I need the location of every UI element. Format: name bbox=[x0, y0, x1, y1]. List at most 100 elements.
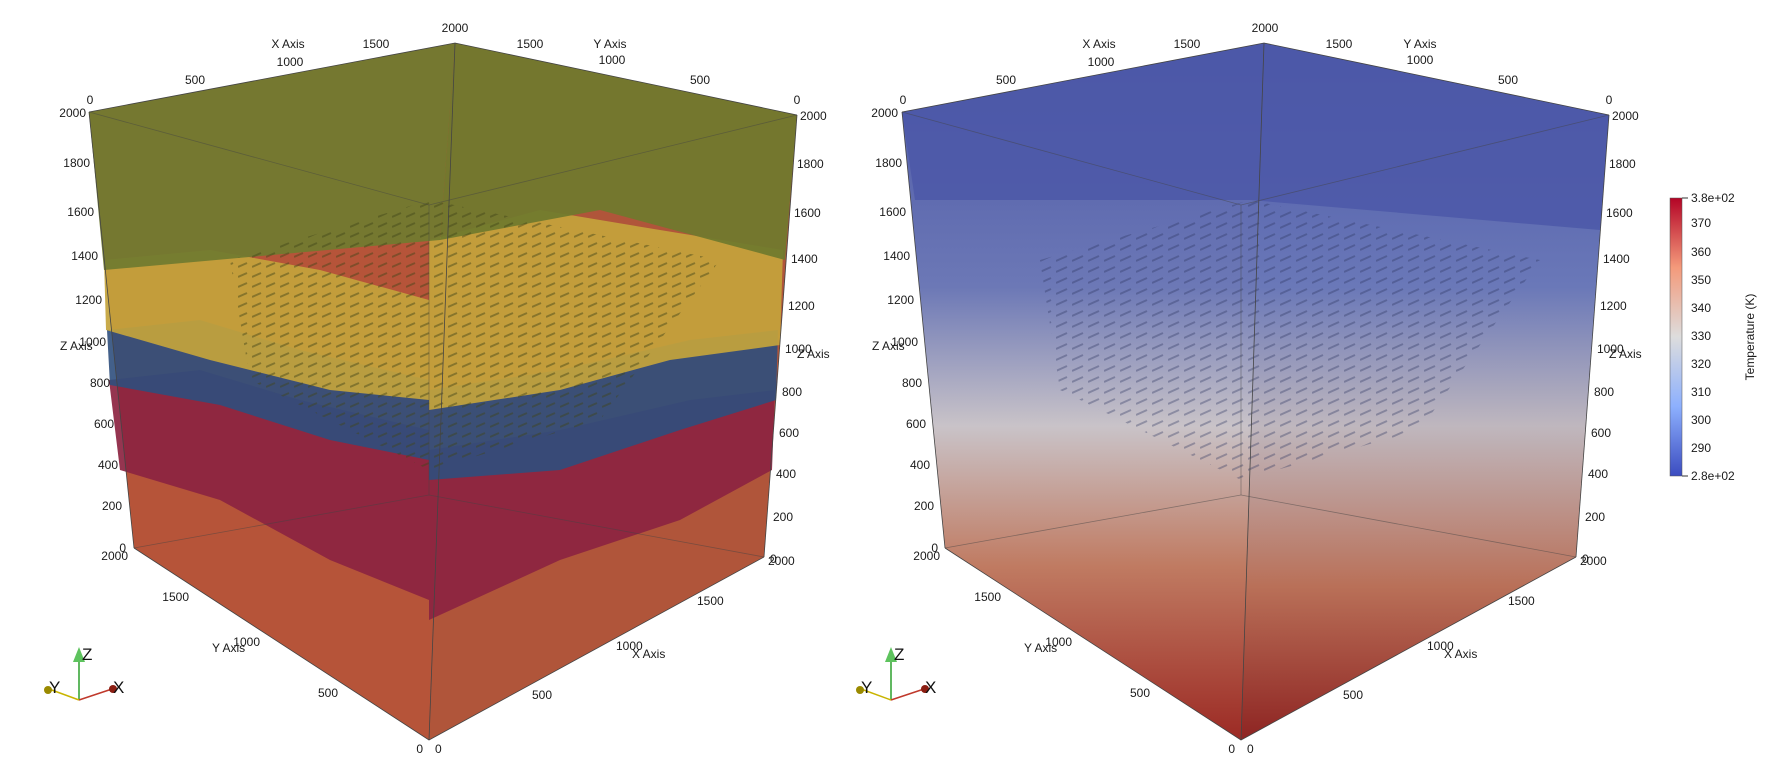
x-axis-title: X Axis bbox=[1082, 37, 1115, 51]
tick-label: 200 bbox=[773, 510, 793, 524]
y-arrow-icon bbox=[44, 686, 52, 694]
tick-label: 1000 bbox=[616, 639, 643, 653]
tick-label: 1000 bbox=[277, 55, 304, 69]
orientation-triad[interactable]: Z Y X bbox=[44, 645, 124, 701]
colorbar-tick: 310 bbox=[1691, 385, 1711, 399]
tick-label: 1600 bbox=[794, 206, 821, 220]
tick-label: 1000 bbox=[79, 335, 106, 349]
tick-label: 1000 bbox=[891, 335, 918, 349]
bottom-y-axis: 2000 1500 1000 500 0 Y Axis bbox=[101, 549, 423, 756]
tick-label: 400 bbox=[910, 458, 930, 472]
tick-label: 0 bbox=[1247, 742, 1254, 756]
tick-label: 1500 bbox=[162, 590, 189, 604]
tick-label: 1000 bbox=[1597, 342, 1624, 356]
x-axis-title: X Axis bbox=[271, 37, 304, 51]
tick-label: 200 bbox=[1585, 510, 1605, 524]
tick-label: 400 bbox=[98, 458, 118, 472]
tick-label: 500 bbox=[1343, 688, 1363, 702]
tick-label: 1000 bbox=[1427, 639, 1454, 653]
tick-label: 1200 bbox=[1600, 299, 1627, 313]
y-axis-title: Y Axis bbox=[1403, 37, 1436, 51]
tick-label: 0 bbox=[794, 93, 801, 107]
geology-panel[interactable]: 0 500 1000 1500 2000 X Axis 1500 1000 50… bbox=[44, 21, 830, 756]
tick-label: 2000 bbox=[59, 106, 86, 120]
colorbar-min-label: 2.8e+02 bbox=[1691, 469, 1735, 483]
bottom-x-axis: 0 500 1000 1500 2000 X Axis bbox=[1247, 554, 1607, 756]
tick-label: 1400 bbox=[71, 249, 98, 263]
bounding-box bbox=[88, 42, 798, 741]
triad-y-label: Y bbox=[49, 678, 60, 697]
tick-label: 0 bbox=[119, 541, 126, 555]
orientation-triad[interactable]: Z Y X bbox=[856, 645, 936, 701]
triad-y-label: Y bbox=[861, 678, 872, 697]
tick-label: 500 bbox=[318, 686, 338, 700]
tick-label: 1500 bbox=[974, 590, 1001, 604]
tick-label: 800 bbox=[902, 376, 922, 390]
tick-label: 0 bbox=[87, 93, 94, 107]
tick-label: 2000 bbox=[768, 554, 795, 568]
tick-label: 1000 bbox=[1407, 53, 1434, 67]
tick-label: 400 bbox=[1588, 467, 1608, 481]
tick-label: 1200 bbox=[887, 293, 914, 307]
tick-label: 1000 bbox=[1045, 635, 1072, 649]
left-z-axis: 0 200 400 600 800 1000 1200 1400 1600 18… bbox=[59, 106, 126, 555]
tick-label: 1500 bbox=[517, 37, 544, 51]
bottom-x-axis: 0 500 1000 1500 2000 X Axis bbox=[435, 554, 795, 756]
colorbar-title: Temperature (K) bbox=[1743, 294, 1757, 381]
tick-label: 2000 bbox=[1580, 554, 1607, 568]
colorbar-gradient bbox=[1669, 197, 1683, 477]
tick-label: 1800 bbox=[875, 156, 902, 170]
triad-x-label: X bbox=[113, 678, 124, 697]
tick-label: 2000 bbox=[1252, 21, 1279, 35]
z-axis-title: Z Axis bbox=[60, 339, 93, 353]
tick-label: 1500 bbox=[1174, 37, 1201, 51]
tick-label: 1500 bbox=[1508, 594, 1535, 608]
tick-label: 1200 bbox=[788, 299, 815, 313]
tick-label: 1200 bbox=[75, 293, 102, 307]
triad-z-label: Z bbox=[82, 645, 92, 664]
tick-label: 1800 bbox=[1609, 157, 1636, 171]
tick-label: 600 bbox=[906, 417, 926, 431]
tick-label: 500 bbox=[185, 73, 205, 87]
tick-label: 0 bbox=[900, 93, 907, 107]
tick-label: 400 bbox=[776, 467, 796, 481]
tick-label: 800 bbox=[90, 376, 110, 390]
tick-label: 1800 bbox=[63, 156, 90, 170]
tick-label: 600 bbox=[779, 426, 799, 440]
tick-label: 1400 bbox=[883, 249, 910, 263]
tick-label: 800 bbox=[782, 385, 802, 399]
tick-label: 500 bbox=[1130, 686, 1150, 700]
temperature-panel[interactable]: 0 500 1000 1500 2000 X Axis 1500 1000 50… bbox=[856, 21, 1757, 756]
colorbar-tick: 360 bbox=[1691, 245, 1711, 259]
tick-label: 0 bbox=[416, 742, 423, 756]
tick-label: 1600 bbox=[879, 205, 906, 219]
voxel-texture bbox=[230, 200, 720, 470]
top-y-axis: 1500 1000 500 0 Y Axis bbox=[517, 37, 801, 107]
top-x-axis: 0 500 1000 1500 2000 X Axis bbox=[900, 21, 1279, 107]
colorbar-tick: 300 bbox=[1691, 413, 1711, 427]
voxel-texture bbox=[1040, 200, 1540, 480]
z-axis-title: Z Axis bbox=[872, 339, 905, 353]
top-x-axis: 0 500 1000 1500 2000 X Axis bbox=[87, 21, 469, 107]
temperature-colorbar[interactable]: 3.8e+02 370 360 350 340 330 320 310 300 … bbox=[1669, 191, 1757, 483]
x-axis-title: X Axis bbox=[1444, 647, 1477, 661]
tick-label: 2000 bbox=[442, 21, 469, 35]
tick-label: 0 bbox=[1228, 742, 1235, 756]
tick-label: 2000 bbox=[871, 106, 898, 120]
tick-label: 0 bbox=[435, 742, 442, 756]
tick-label: 500 bbox=[532, 688, 552, 702]
bottom-y-axis: 2000 1500 1000 500 0 Y Axis bbox=[913, 549, 1235, 756]
tick-label: 200 bbox=[914, 499, 934, 513]
tick-label: 2000 bbox=[1612, 109, 1639, 123]
x-arrow-icon bbox=[109, 685, 117, 693]
tick-label: 600 bbox=[1591, 426, 1611, 440]
x-arrow-icon bbox=[921, 685, 929, 693]
tick-label: 1600 bbox=[1606, 206, 1633, 220]
colorbar-tick: 320 bbox=[1691, 357, 1711, 371]
tick-label: 2000 bbox=[913, 549, 940, 563]
tick-label: 2000 bbox=[101, 549, 128, 563]
z-arrow-icon bbox=[73, 647, 85, 662]
top-layer-left bbox=[89, 43, 455, 270]
top-cold-layer bbox=[902, 43, 1609, 230]
